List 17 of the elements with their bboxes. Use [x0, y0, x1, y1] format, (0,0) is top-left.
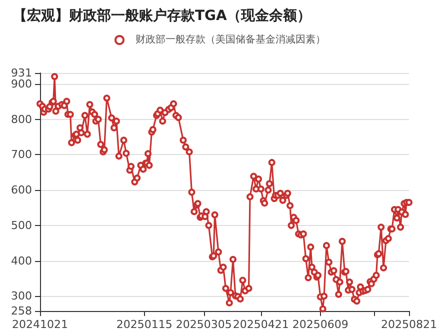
y-tick-label: 900: [11, 77, 32, 90]
x-tick-label: 20250421: [232, 318, 289, 330]
y-tick-label: 800: [11, 112, 32, 126]
y-tick-label: 400: [11, 254, 32, 268]
y-tick-label: 700: [11, 148, 32, 162]
x-tick-label: 20241021: [12, 318, 68, 330]
y-tick-label: 931: [11, 66, 32, 80]
y-tick-label: 600: [11, 184, 32, 197]
y-tick-label: 300: [11, 290, 32, 303]
x-tick-label: 20250305: [176, 318, 232, 330]
legend-label: 财政部一般存款（美国储备基金消减因素）: [136, 34, 326, 46]
y-tick-label: 258: [11, 304, 32, 318]
x-tick-label: 20250821: [381, 318, 438, 330]
x-tick-label: 20250115: [116, 318, 172, 330]
chart-title: 【宏观】财政部一般账户存款TGA（现金余额）: [13, 7, 311, 24]
x-tick-label: 20250609: [292, 318, 348, 330]
y-tick-label: 500: [11, 218, 32, 232]
